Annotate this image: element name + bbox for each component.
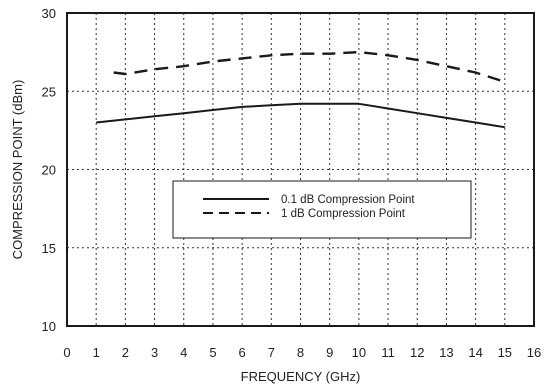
- x-tick-label: 5: [209, 345, 216, 360]
- plot-frame: [66, 12, 535, 327]
- x-tick-label: 11: [381, 345, 395, 360]
- x-axis-title: FREQUENCY (GHz): [241, 369, 361, 384]
- x-tick-label: 6: [239, 345, 246, 360]
- grid-lines: [67, 13, 534, 326]
- series-line-0-1db: [96, 102, 505, 129]
- x-tick-label: 0: [63, 345, 70, 360]
- series-lines: [96, 50, 506, 129]
- legend: 0.1 dB Compression Point 1 dB Compressio…: [172, 180, 472, 239]
- y-tick-label: 15: [42, 241, 56, 256]
- x-tick-label: 12: [410, 345, 424, 360]
- y-tick-labels: 10 15 20 25 30: [42, 6, 56, 334]
- y-tick-label: 25: [42, 84, 56, 99]
- series-line-1db: [113, 50, 506, 84]
- legend-label-solid: 0.1 dB Compression Point: [281, 194, 415, 206]
- x-tick-label: 10: [352, 345, 366, 360]
- y-tick-label: 10: [42, 319, 56, 334]
- x-tick-label: 8: [297, 345, 304, 360]
- y-axis-title: COMPRESSION POINT (dBm): [10, 80, 25, 260]
- legend-label-dashed: 1 dB Compression Point: [281, 208, 406, 220]
- x-tick-label: 7: [268, 345, 275, 360]
- x-tick-labels: 0 1 2 3 4 5 6 7 8 9 10 11 12 13 14 15 16: [63, 345, 541, 360]
- x-tick-label: 14: [468, 345, 482, 360]
- x-tick-label: 3: [151, 345, 158, 360]
- y-tick-label: 30: [42, 6, 56, 21]
- x-tick-label: 16: [527, 345, 541, 360]
- x-tick-label: 9: [326, 345, 333, 360]
- x-tick-label: 1: [93, 345, 100, 360]
- x-tick-label: 15: [498, 345, 512, 360]
- y-tick-label: 20: [42, 163, 56, 178]
- x-tick-label: 2: [122, 345, 129, 360]
- x-tick-label: 13: [439, 345, 453, 360]
- x-tick-label: 4: [180, 345, 187, 360]
- legend-box: [172, 180, 472, 239]
